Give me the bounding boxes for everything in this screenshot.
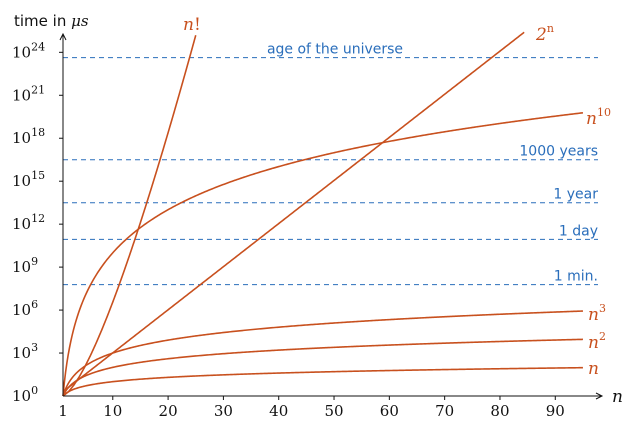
y-tick-exponent: 24 bbox=[31, 40, 45, 53]
series-label: n bbox=[588, 359, 599, 379]
y-tick-label: 106 bbox=[12, 298, 38, 319]
y-tick-exponent: 12 bbox=[31, 212, 45, 225]
y-tick-base: 10 bbox=[12, 215, 31, 233]
y-axis-label: time in μs bbox=[14, 12, 89, 30]
y-tick-exponent: 3 bbox=[31, 341, 38, 354]
series-label-sup: 2 bbox=[599, 330, 606, 343]
series-line bbox=[62, 366, 583, 397]
reference-line-label: 1000 years bbox=[519, 144, 598, 160]
y-tick-exponent: 0 bbox=[31, 384, 38, 397]
curves bbox=[62, 31, 584, 397]
x-tick-label: 90 bbox=[546, 402, 565, 420]
series-line bbox=[62, 35, 197, 397]
series-label-base: n bbox=[183, 15, 194, 35]
x-tick-label: 80 bbox=[490, 402, 509, 420]
x-tick-label: 10 bbox=[103, 402, 122, 420]
series-label: n3 bbox=[588, 302, 606, 325]
y-tick-exponent: 15 bbox=[31, 169, 45, 182]
series-line bbox=[62, 31, 525, 393]
y-axis-label-prefix: time in bbox=[14, 12, 71, 30]
y-tick-label: 100 bbox=[12, 384, 38, 405]
reference-line-label: age of the universe bbox=[267, 42, 403, 58]
y-tick-base: 10 bbox=[12, 43, 31, 61]
y-tick-base: 10 bbox=[12, 172, 31, 190]
y-axis-arrow bbox=[59, 32, 67, 41]
y-tick-base: 10 bbox=[12, 258, 31, 276]
reference-line-label: 1 year bbox=[553, 187, 598, 203]
y-tick-exponent: 18 bbox=[31, 126, 45, 139]
y-tick-label: 1018 bbox=[12, 126, 45, 147]
series-label: n2 bbox=[588, 330, 606, 353]
series-label: n! bbox=[183, 15, 201, 35]
x-tick-label: 40 bbox=[269, 402, 288, 420]
y-tick-base: 10 bbox=[12, 387, 31, 405]
y-tick-base: 10 bbox=[12, 301, 31, 319]
y-tick-label: 109 bbox=[12, 255, 38, 276]
x-axis-arrow bbox=[595, 392, 604, 400]
x-tick-label: 1 bbox=[58, 402, 68, 420]
y-tick-label: 1021 bbox=[12, 83, 45, 104]
series-label-base: n bbox=[588, 305, 599, 325]
y-tick-label: 1015 bbox=[12, 169, 45, 190]
series-line bbox=[62, 310, 583, 397]
y-tick-label: 1012 bbox=[12, 212, 45, 233]
x-tick-label: 60 bbox=[380, 402, 399, 420]
series-label-base: n bbox=[588, 333, 599, 353]
y-tick-label: 103 bbox=[12, 341, 38, 362]
y-tick-label: 1024 bbox=[12, 40, 45, 61]
y-tick-exponent: 6 bbox=[31, 298, 38, 311]
ticks: 1 10 20 30 40 50 60 70 80 90100103106109101210151… bbox=[12, 40, 565, 420]
series-line bbox=[62, 338, 583, 397]
series-label-sup: ! bbox=[194, 15, 201, 35]
reference-lines: 1 min. 1 day 1 year 1000 years age of the un… bbox=[63, 42, 598, 286]
y-tick-exponent: 9 bbox=[31, 255, 38, 268]
series-label-base: n bbox=[588, 359, 599, 379]
y-tick-base: 10 bbox=[12, 86, 31, 104]
series-line bbox=[62, 111, 584, 397]
x-tick-label: 30 bbox=[214, 402, 233, 420]
series-label-sup: 10 bbox=[597, 106, 611, 119]
series-label-sup: 3 bbox=[599, 302, 606, 315]
series-label: n10 bbox=[586, 106, 611, 129]
reference-line-label: 1 day bbox=[559, 223, 598, 239]
axes bbox=[59, 32, 604, 400]
y-axis-label-unit: μs bbox=[71, 12, 89, 30]
x-axis-label: n bbox=[612, 387, 622, 407]
x-tick-label: 50 bbox=[324, 402, 343, 420]
y-tick-base: 10 bbox=[12, 129, 31, 147]
x-tick-label: 70 bbox=[435, 402, 454, 420]
y-tick-exponent: 21 bbox=[31, 83, 45, 96]
x-tick-label: 20 bbox=[159, 402, 178, 420]
series-label-base: n bbox=[586, 109, 597, 129]
series-label-base: 2 bbox=[535, 25, 547, 45]
y-tick-base: 10 bbox=[12, 344, 31, 362]
series-label: 2n bbox=[535, 22, 554, 45]
series-label-sup: n bbox=[547, 22, 554, 35]
reference-line-label: 1 min. bbox=[554, 269, 598, 285]
